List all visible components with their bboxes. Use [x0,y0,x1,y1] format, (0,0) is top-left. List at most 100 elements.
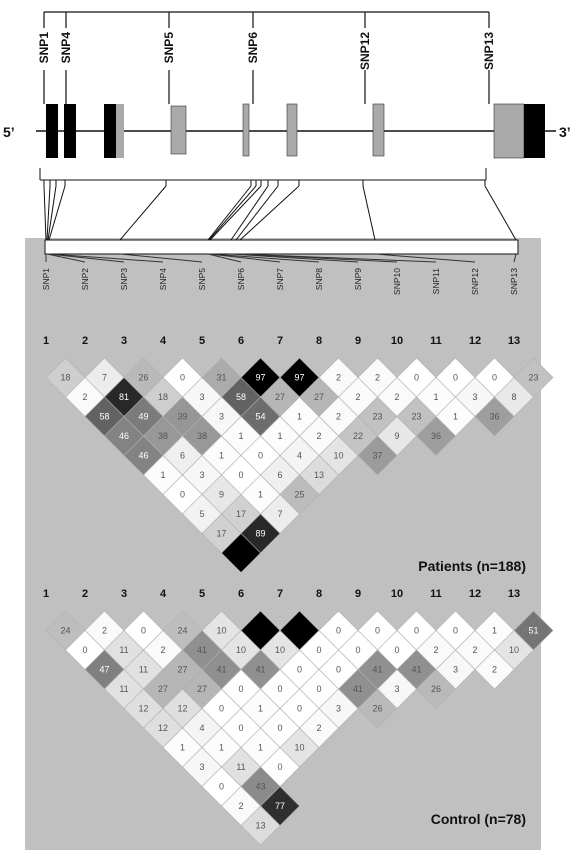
ld-cell-value: 10 [275,645,285,655]
ld-plot-label: Control (n=78) [431,811,526,827]
ld-cell-value: 1 [238,431,243,441]
marker-label: SNP7 [275,268,285,290]
ld-cell-value: 2 [336,373,341,383]
snp-connector [239,185,300,241]
ld-cell-value: 2 [394,392,399,402]
marker-number: 12 [469,335,481,347]
marker-label: SNP2 [80,268,90,290]
ld-cell-value: 0 [277,684,282,694]
exon-8 [524,104,545,158]
marker-connector [374,253,476,263]
ld-cell-value: 2 [82,392,87,402]
ld-cell-value: 0 [394,645,399,655]
top-snp-labels: SNP1 SNP4 SNP5 SNP6 SNP12 SNP13 [37,12,496,104]
ld-cell-value: 41 [197,645,207,655]
ld-cell-value: 3 [453,665,458,675]
ld-cell-value: 47 [99,665,109,675]
ld-cell-value: 58 [99,412,109,422]
ld-cell-value: 27 [197,684,207,694]
ld-cell-value: 54 [255,412,265,422]
marker-label: SNP11 [431,268,441,295]
exon-1 [46,104,58,158]
snp-connector [208,185,257,241]
marker-connector [119,253,203,263]
top-snp-label: SNP5 [162,32,176,64]
marker-number: 7 [277,588,283,600]
ld-cell-value: 11 [139,665,148,675]
ld-cell-value: 12 [138,704,148,714]
ld-cell-value: 41 [411,665,421,675]
ld-cell-value: 1 [277,431,282,441]
marker-number: 3 [121,335,127,347]
top-snp-label: SNP1 [37,32,51,64]
marker-connector [207,253,242,263]
snp-connector [48,185,66,241]
ld-cell-value: 26 [372,704,382,714]
ld-cell-value: 0 [414,373,419,383]
ld-cell-value: 27 [275,392,285,402]
ld-cell-value: 7 [102,373,107,383]
marker-number: 6 [238,335,244,347]
ld-cell-value: 1 [297,412,302,422]
ld-cell-value: 58 [236,392,246,402]
marker-number: 2 [82,335,88,347]
ld-cell-value: 0 [141,626,146,636]
marker-number: 11 [430,335,442,347]
snp-connector [362,185,376,241]
marker-number: 12 [469,588,481,600]
top-snp-label: SNP6 [246,32,260,64]
position-connectors [39,168,519,263]
ld-cell-value: 24 [60,626,70,636]
ld-cell-value: 89 [255,529,265,539]
ld-cell-value: 0 [82,645,87,655]
ld-cell-value: 41 [372,665,382,675]
ld-cell-value: 2 [355,392,360,402]
marker-connector [208,253,281,263]
ld-cell [416,669,456,709]
ld-cell-value: 2 [316,431,321,441]
ld-cell-value: 23 [411,412,421,422]
ld-cell-value: 4 [297,451,302,461]
ld-cell [357,435,398,476]
ld-cell-value: 41 [255,665,265,675]
ld-cell-value: 6 [277,470,282,480]
marker-label: SNP12 [470,268,480,295]
ld-cell-value: 11 [119,684,128,694]
ld-cell-value: 38 [158,431,168,441]
ld-cell-value: 9 [394,431,399,441]
marker-labels: SNP1 SNP2 SNP3 SNP4 SNP5 SNP6 SNP7 SNP8 SNP9 SNP1… [41,268,519,295]
ld-cell-value: 9 [219,490,224,500]
ld-cell [221,533,261,573]
ld-cell-value: 13 [314,470,324,480]
ld-cell-value: 1 [180,743,185,753]
snp-connector [47,185,57,241]
marker-number: 7 [277,335,283,347]
marker-number: 13 [508,335,520,347]
ld-cell-value: 6 [180,451,185,461]
ld-cell-value: 27 [158,684,168,694]
marker-number: 2 [82,588,88,600]
ld-cell-value: 43 [255,782,265,792]
top-snp-label: SNP12 [358,32,372,70]
top-snp-label: SNP13 [482,32,496,70]
ld-cell-value: 3 [394,684,399,694]
marker-number: 4 [160,588,167,600]
marker-number: 8 [316,335,322,347]
ld-cell-value: 46 [138,451,148,461]
marker-number: 11 [430,588,442,600]
snp-connector [207,185,252,241]
ld-cell-value: 7 [277,509,282,519]
ld-cell-value: 25 [294,490,304,500]
marker-connector [230,253,359,263]
ld-cell-value: 17 [236,509,246,519]
exon-3-utr [116,104,124,158]
ld-cell-value: 1 [492,626,497,636]
three-prime-label: 3’ [559,124,571,140]
ld-cell-value: 12 [158,723,168,733]
ld-cell-value: 0 [297,704,302,714]
marker-number: 5 [199,588,205,600]
ld-cell-value: 10 [294,743,304,753]
marker-connector [48,253,164,263]
ld-cell-value: 0 [492,373,497,383]
marker-number: 1 [43,335,49,347]
